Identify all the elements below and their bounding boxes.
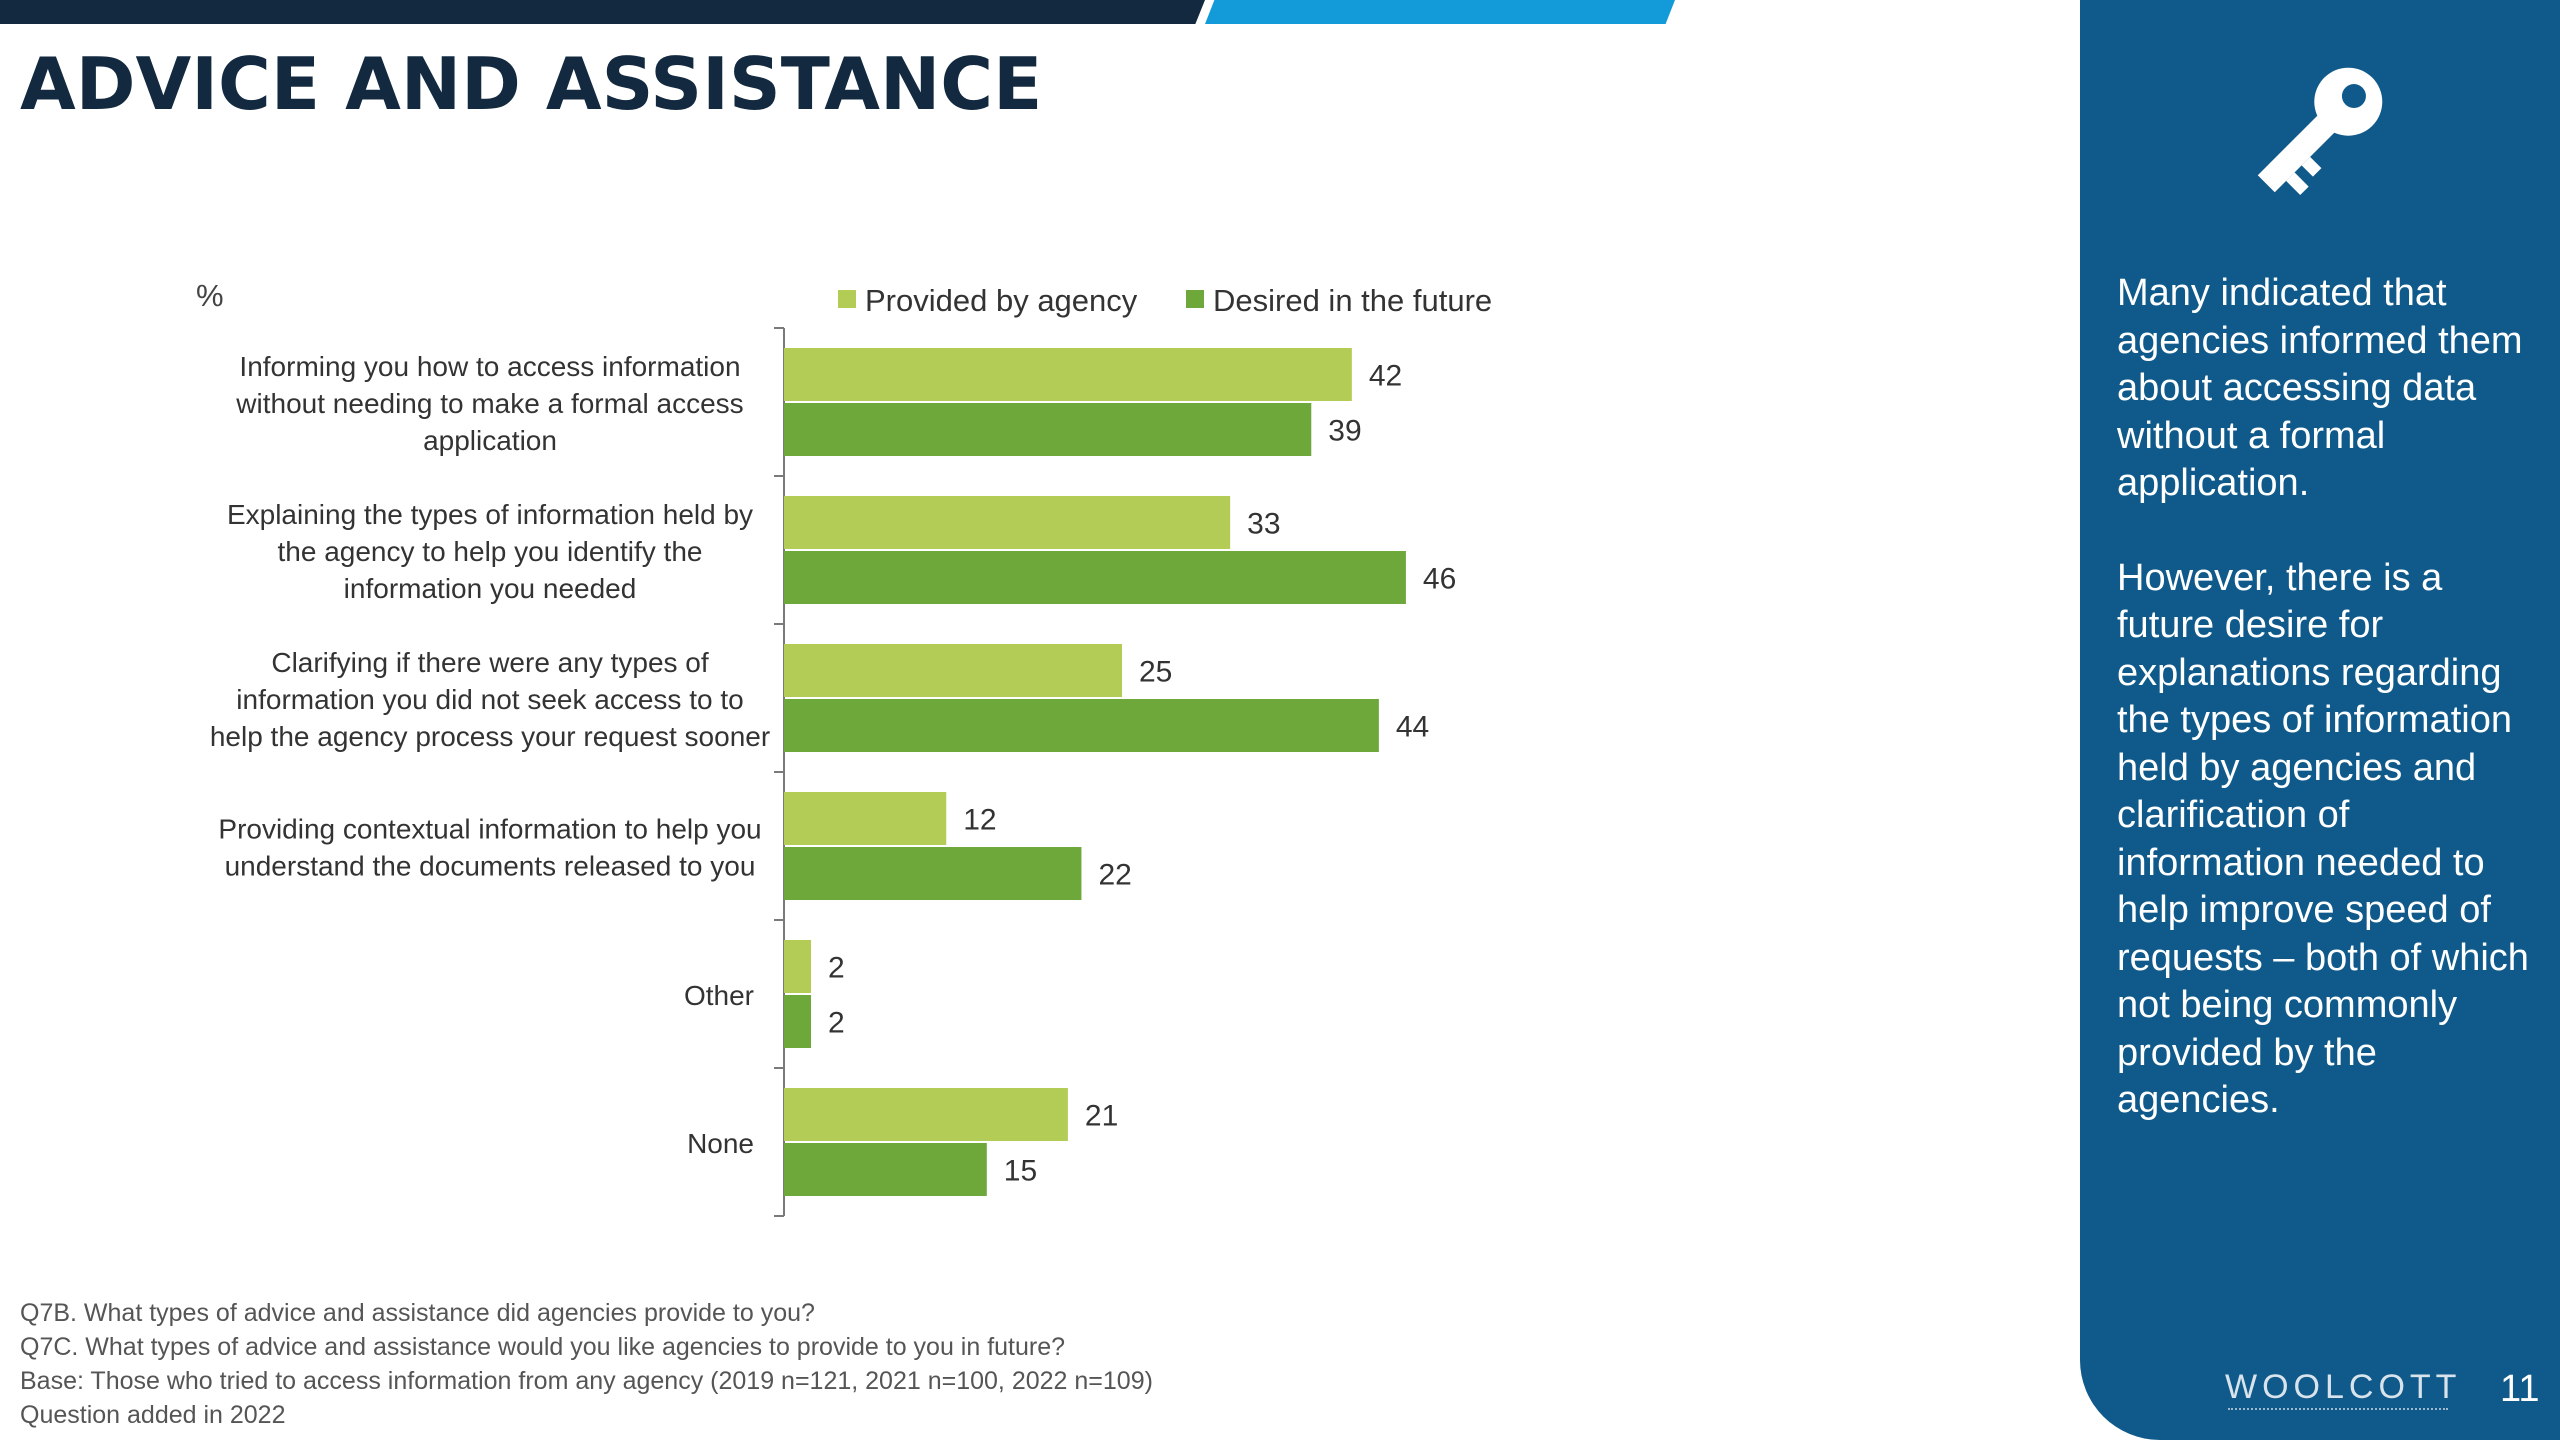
- header-bar-accent: [1205, 0, 1675, 24]
- bar-provided: [784, 348, 1352, 401]
- bar-desired: [784, 551, 1406, 604]
- unit-label: %: [196, 278, 224, 313]
- legend-label-2: Desired in the future: [1213, 283, 1492, 318]
- footnote-base: Base: Those who tried to access informat…: [20, 1367, 1153, 1395]
- panel-text: Many indicated that agencies informed th…: [2117, 270, 2537, 1172]
- legend-swatch-2: [1186, 290, 1204, 308]
- bar-provided: [784, 644, 1122, 697]
- category-label: without needing to make a formal access: [235, 388, 743, 419]
- brand-logo-tagline: [2228, 1408, 2448, 1414]
- category-label: Other: [684, 980, 754, 1011]
- panel-paragraph-1: Many indicated that agencies informed th…: [2117, 272, 2523, 504]
- bar-provided: [784, 1088, 1068, 1141]
- legend-label-1: Provided by agency: [865, 283, 1138, 318]
- bar-desired: [784, 1143, 987, 1196]
- bar-provided: [784, 496, 1231, 549]
- data-label: 15: [1004, 1155, 1037, 1188]
- bar-provided: [784, 792, 947, 845]
- footnote-q7c: Q7C. What types of advice and assistance…: [20, 1333, 1066, 1361]
- category-label: Explaining the types of information held…: [227, 499, 753, 530]
- footnotes: Q7B. What types of advice and assistance…: [20, 1296, 1153, 1432]
- category-label: the agency to help you identify the: [278, 536, 703, 567]
- data-label: 44: [1396, 711, 1429, 744]
- data-label: 46: [1423, 563, 1456, 596]
- category-label: Providing contextual information to help…: [218, 814, 761, 845]
- category-label: Informing you how to access information: [239, 351, 740, 382]
- data-label: 21: [1085, 1100, 1118, 1133]
- bar-provided: [784, 940, 812, 993]
- category-label: application: [423, 425, 557, 456]
- data-label: 12: [963, 804, 996, 837]
- key-icon: [2257, 67, 2383, 196]
- data-label: 33: [1247, 508, 1280, 541]
- page-number: 11: [2500, 1368, 2540, 1410]
- category-label: information you did not seek access to t…: [236, 684, 743, 715]
- bar-desired: [784, 403, 1312, 456]
- data-label: 39: [1328, 415, 1361, 448]
- category-label: None: [687, 1128, 754, 1159]
- footnote-q7b: Q7B. What types of advice and assistance…: [20, 1299, 815, 1327]
- bar-desired: [784, 995, 812, 1048]
- data-label: 2: [828, 952, 845, 985]
- page-title: ADVICE AND ASSISTANCE: [20, 42, 1043, 126]
- legend-swatch-1: [838, 290, 856, 308]
- category-label: help the agency process your request soo…: [210, 721, 770, 752]
- bar-desired: [784, 699, 1379, 752]
- category-label: information you needed: [344, 573, 637, 604]
- data-label: 25: [1139, 656, 1172, 689]
- side-panel: [2080, 0, 2560, 1440]
- category-label: Clarifying if there were any types of: [271, 647, 709, 678]
- bar-desired: [784, 847, 1082, 900]
- data-label: 2: [828, 1007, 845, 1040]
- header-bar-dark: [0, 0, 1205, 24]
- category-label: understand the documents released to you: [225, 851, 756, 882]
- data-label: 42: [1369, 360, 1402, 393]
- footnote-added: Question added in 2022: [20, 1401, 286, 1429]
- brand-logo: WOOLCOTT: [2225, 1368, 2462, 1406]
- bar-chart: % Provided by agency Desired in the future…: [196, 278, 1492, 1217]
- data-label: 22: [1098, 859, 1131, 892]
- panel-paragraph-2: However, there is a future desire for ex…: [2117, 556, 2529, 1122]
